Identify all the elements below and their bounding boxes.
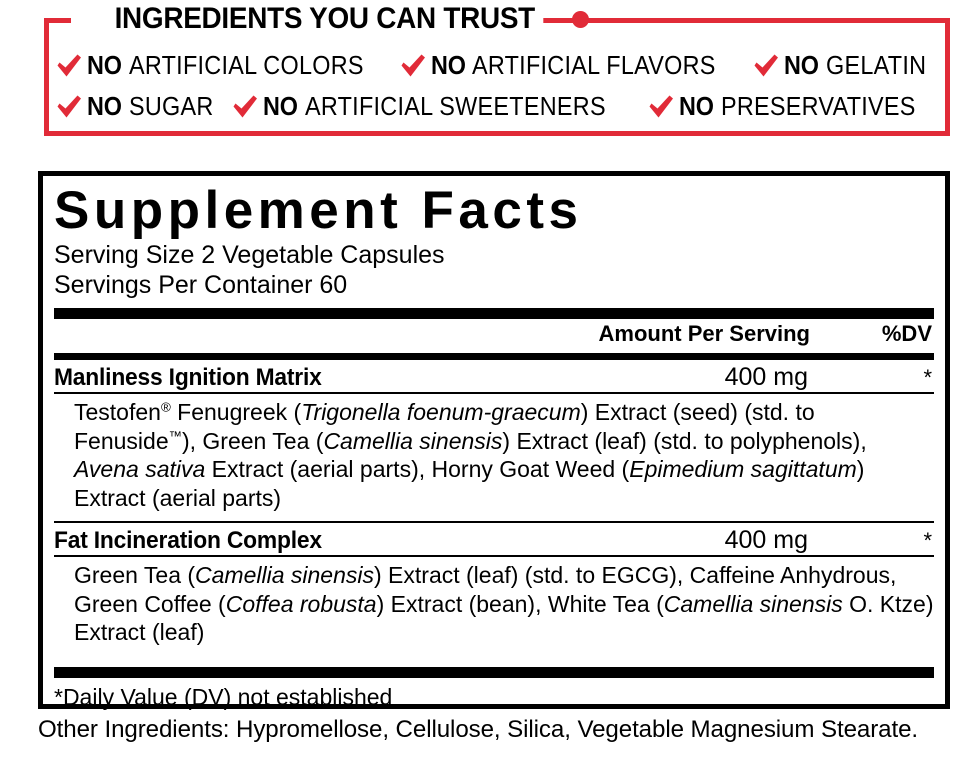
claim-text: PRESERVATIVES bbox=[720, 91, 916, 121]
trust-title-row: INGREDIENTS YOU CAN TRUST bbox=[49, 2, 945, 36]
blend-amount: 400 mg bbox=[724, 363, 808, 391]
blend-name: Manliness Ignition Matrix bbox=[54, 364, 322, 391]
blend-underline bbox=[54, 555, 934, 557]
trust-claims-row-1: NO ARTIFICIAL COLORS NO ARTIFICIAL FLAVO… bbox=[55, 45, 937, 86]
checkmark-icon bbox=[754, 54, 778, 76]
claim-text: ARTIFICIAL COLORS bbox=[128, 50, 364, 80]
trust-panel-title: INGREDIENTS YOU CAN TRUST bbox=[109, 4, 544, 34]
footnote-spacer bbox=[54, 652, 934, 659]
blend-separator bbox=[54, 521, 934, 523]
blend-values: 400 mg * bbox=[725, 526, 934, 555]
supplement-facts-panel: Supplement Facts Serving Size 2 Vegetabl… bbox=[38, 171, 950, 711]
red-dot-icon bbox=[571, 10, 589, 28]
claim-no-preservatives: NO PRESERVATIVES bbox=[647, 91, 937, 122]
claim-text: ARTIFICIAL FLAVORS bbox=[472, 50, 716, 80]
blend-description: Testofen® Fenugreek (Trigonella foenum-g… bbox=[74, 399, 867, 511]
checkmark-icon bbox=[57, 95, 81, 117]
table-column-headers: Amount Per Serving %DV bbox=[54, 319, 934, 353]
claim-no-artificial-sweeteners: NO ARTIFICIAL SWEETENERS bbox=[231, 91, 639, 122]
blend-daily-value: * bbox=[923, 365, 932, 390]
claim-no-gelatin: NO GELATIN bbox=[752, 50, 937, 81]
claim-text: GELATIN bbox=[825, 50, 926, 80]
serving-size-line: Serving Size 2 Vegetable Capsules bbox=[54, 241, 445, 269]
ingredients-trust-panel: INGREDIENTS YOU CAN TRUST NO ARTIFICIAL … bbox=[44, 2, 950, 136]
checkmark-icon bbox=[57, 54, 81, 76]
trust-claims-list: NO ARTIFICIAL COLORS NO ARTIFICIAL FLAVO… bbox=[49, 45, 945, 127]
supplement-facts-title: Supplement Facts bbox=[54, 181, 583, 240]
claim-text: ARTIFICIAL SWEETENERS bbox=[304, 91, 606, 121]
blend-daily-value: * bbox=[923, 528, 932, 553]
blend-row-manliness-ignition-matrix: Manliness Ignition Matrix 400 mg * bbox=[54, 360, 934, 392]
columns-divider bbox=[54, 353, 934, 360]
footnote-divider-thick bbox=[54, 666, 934, 678]
amount-per-serving-header: Amount Per Serving bbox=[598, 321, 810, 346]
checkmark-icon bbox=[649, 95, 674, 117]
claim-prefix: NO bbox=[430, 50, 466, 80]
claim-prefix: NO bbox=[783, 50, 819, 80]
other-ingredients-line: Other Ingredients: Hypromellose, Cellulo… bbox=[38, 716, 919, 743]
header-divider-thick bbox=[54, 308, 934, 319]
claim-prefix: NO bbox=[87, 91, 122, 121]
servings-per-container-line: Servings Per Container 60 bbox=[54, 271, 348, 299]
claim-prefix: NO bbox=[87, 50, 122, 80]
daily-value-footnote: *Daily Value (DV) not established bbox=[54, 683, 393, 710]
claim-no-sugar: NO SUGAR bbox=[55, 91, 223, 122]
blend-row-fat-incineration-complex: Fat Incineration Complex 400 mg * bbox=[54, 523, 934, 555]
checkmark-icon bbox=[401, 54, 425, 76]
claim-no-artificial-flavors: NO ARTIFICIAL FLAVORS bbox=[399, 50, 743, 81]
claim-prefix: NO bbox=[262, 91, 298, 121]
blend-name: Fat Incineration Complex bbox=[54, 527, 322, 554]
claim-no-artificial-colors: NO ARTIFICIAL COLORS bbox=[55, 50, 389, 81]
blend-description: Green Tea (Camellia sinensis) Extract (l… bbox=[74, 562, 934, 645]
claim-text: SUGAR bbox=[128, 91, 214, 121]
trust-title-left-gap bbox=[71, 2, 109, 36]
checkmark-icon bbox=[233, 95, 257, 117]
blend-values: 400 mg * bbox=[725, 363, 934, 392]
trust-claims-row-2: NO SUGAR NO ARTIFICIAL SWEETENERS NO PRE… bbox=[55, 86, 937, 127]
claim-prefix: NO bbox=[679, 91, 714, 121]
percent-dv-header: %DV bbox=[881, 321, 932, 346]
blend-underline bbox=[54, 392, 934, 394]
blend-amount: 400 mg bbox=[724, 526, 808, 554]
supplement-facts-content: Supplement Facts Serving Size 2 Vegetabl… bbox=[43, 176, 945, 711]
